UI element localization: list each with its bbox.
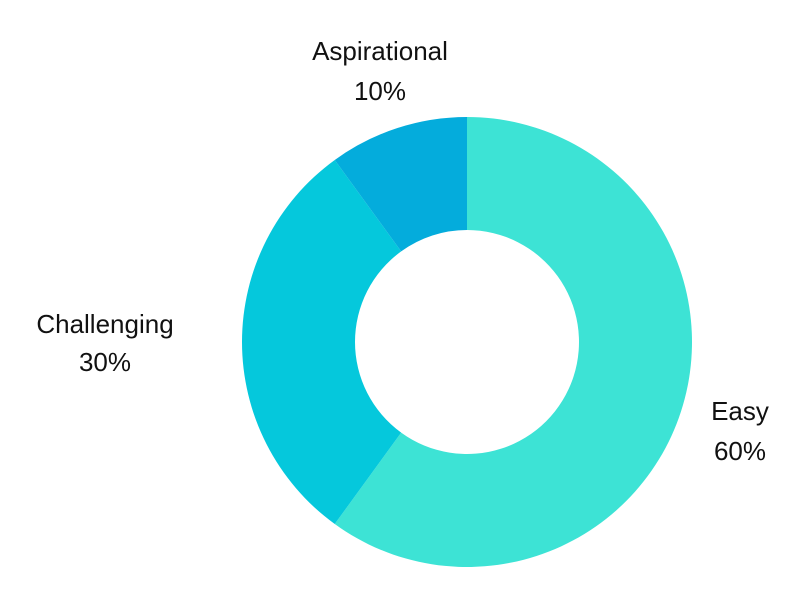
slice-aspirational (334, 117, 467, 252)
slice-label-easy: Easy (711, 396, 769, 426)
slice-value-aspirational: 10% (354, 76, 406, 106)
slice-label-aspirational: Aspirational (312, 36, 448, 66)
slice-value-easy: 60% (714, 436, 766, 466)
slices-group (241, 117, 693, 568)
slice-value-challenging: 30% (79, 347, 131, 377)
slice-label-challenging: Challenging (36, 309, 173, 339)
slice-challenging (241, 159, 402, 525)
labels-group: Easy 60% Challenging 30% Aspirational 10% (36, 36, 769, 466)
slice-easy (334, 117, 693, 568)
